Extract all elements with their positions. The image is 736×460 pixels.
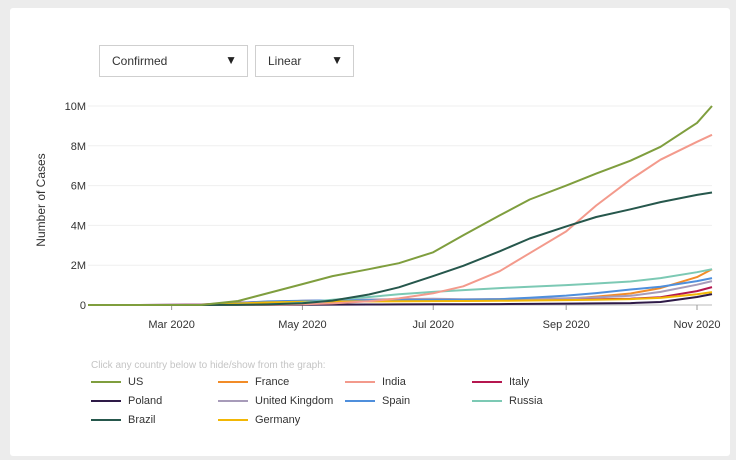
- legend-swatch: [218, 381, 248, 383]
- x-tick-label: Nov 2020: [673, 319, 720, 331]
- legend-swatch: [345, 381, 375, 383]
- legend-item-france[interactable]: France: [218, 375, 289, 389]
- legend-label: US: [128, 376, 144, 388]
- y-tick-label: 2M: [71, 260, 86, 272]
- legend-swatch: [345, 400, 375, 402]
- y-tick-label: 4M: [71, 220, 86, 232]
- legend-item-italy[interactable]: Italy: [472, 375, 529, 389]
- legend-swatch: [218, 400, 248, 402]
- y-tick-label: 10M: [65, 101, 86, 113]
- x-tick-label: May 2020: [278, 319, 326, 331]
- series-line-germany[interactable]: [88, 291, 713, 306]
- x-tick-label: Jul 2020: [412, 319, 454, 331]
- chevron-down-icon: ▼: [331, 53, 343, 67]
- legend-swatch: [91, 381, 121, 383]
- legend-swatch: [218, 419, 248, 421]
- legend-label: France: [255, 376, 290, 388]
- legend-item-germany[interactable]: Germany: [218, 413, 300, 427]
- legend-label: Germany: [255, 414, 301, 426]
- legend-swatch: [472, 400, 502, 402]
- series-line-india[interactable]: [88, 133, 713, 306]
- chevron-down-icon: ▼: [225, 53, 237, 67]
- y-axis-label: Number of Cases: [34, 153, 48, 246]
- x-tick-label: Sep 2020: [543, 319, 590, 331]
- legend-hint: Click any country below to hide/show fro…: [91, 360, 326, 371]
- legend-item-brazil[interactable]: Brazil: [91, 413, 156, 427]
- legend-swatch: [91, 400, 121, 402]
- series-line-brazil[interactable]: [88, 191, 713, 306]
- legend-item-india[interactable]: India: [345, 375, 406, 389]
- legend-item-us[interactable]: US: [91, 375, 143, 389]
- metric-dropdown-label: Confirmed: [112, 54, 168, 68]
- legend-swatch: [91, 419, 121, 421]
- legend-swatch: [472, 381, 502, 383]
- y-tick-label: 0: [80, 300, 86, 312]
- legend-item-united-kingdom[interactable]: United Kingdom: [218, 394, 333, 408]
- y-tick-label: 6M: [71, 181, 86, 193]
- legend-label: Russia: [509, 395, 543, 407]
- legend-item-russia[interactable]: Russia: [472, 394, 543, 408]
- legend-label: Poland: [128, 395, 163, 407]
- legend-item-poland[interactable]: Poland: [91, 394, 162, 408]
- legend-label: Brazil: [128, 414, 156, 426]
- legend-label: Spain: [382, 395, 411, 407]
- scale-dropdown-label: Linear: [268, 54, 302, 68]
- scale-dropdown[interactable]: Linear ▼: [255, 45, 354, 77]
- legend-item-spain[interactable]: Spain: [345, 394, 410, 408]
- legend-label: India: [382, 376, 406, 388]
- legend-label: Italy: [509, 376, 530, 388]
- x-tick-label: Mar 2020: [148, 319, 194, 331]
- legend-label: United Kingdom: [255, 395, 334, 407]
- series-line-us[interactable]: [88, 105, 713, 306]
- y-tick-label: 8M: [71, 141, 86, 153]
- metric-dropdown[interactable]: Confirmed ▼: [99, 45, 248, 77]
